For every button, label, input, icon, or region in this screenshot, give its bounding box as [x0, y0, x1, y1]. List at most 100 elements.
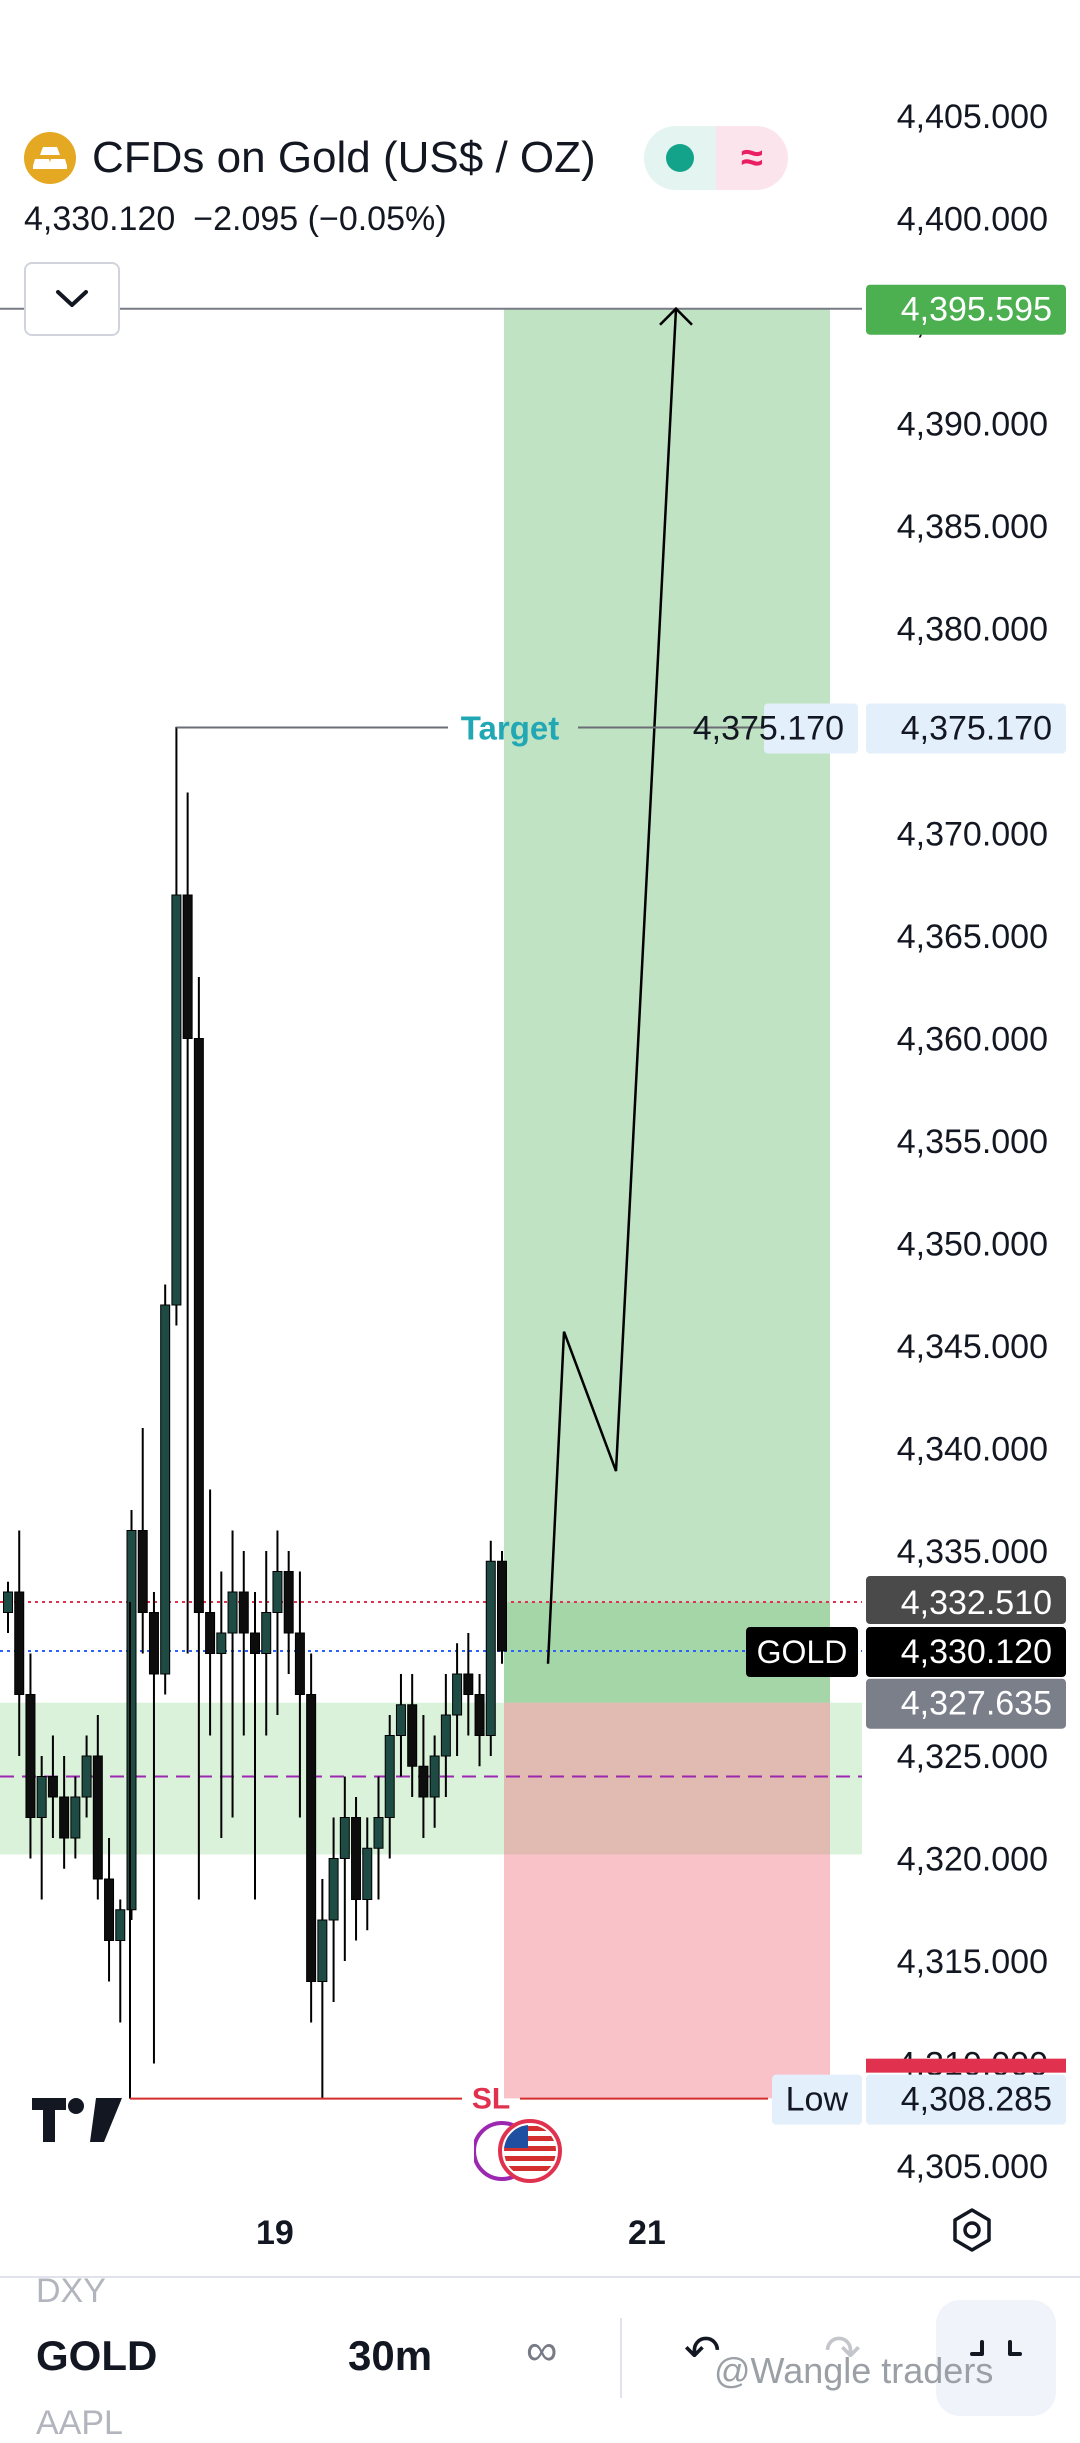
low-value-bg [866, 2074, 1066, 2125]
candle-body [148, 1612, 159, 1675]
y-tick-label: 4,400.000 [897, 201, 1048, 239]
y-tick-label: 4,325.000 [897, 1738, 1048, 1776]
fullscreen-icon [970, 2340, 1022, 2356]
candle-body [104, 1878, 115, 1941]
candle-body [463, 1673, 474, 1695]
gold-bars-icon [24, 132, 76, 184]
candle-body [92, 1755, 103, 1880]
lower-price-label: 4,327.635 [901, 1685, 1052, 1723]
high-tag: 4,375.170 [693, 710, 844, 748]
symbol-header[interactable]: CFDs on Gold (US$ / OZ) [24, 132, 596, 184]
price-labels: 4,395.595 4,375.170 4,375.170 4,332.510 GOLD… [693, 284, 1066, 2125]
candle-body [25, 1694, 36, 1818]
candle-body [283, 1571, 294, 1634]
y-tick-label: 4,320.000 [897, 1841, 1048, 1879]
profit-zone [504, 308, 830, 1703]
y-tick-label: 4,405.000 [897, 98, 1048, 136]
y-tick-label: 4,380.000 [897, 611, 1048, 649]
symbol-tag-bg [746, 1627, 858, 1678]
upper-price-bg [866, 1576, 1066, 1625]
symbol-selector[interactable]: GOLD [36, 2332, 158, 2379]
candle-body [205, 1612, 216, 1654]
candle-body [70, 1796, 81, 1839]
high-tag-bg [764, 703, 858, 754]
upper-price-label: 4,332.510 [901, 1584, 1052, 1622]
symbol-tag: GOLD [757, 1634, 848, 1670]
candle-body [272, 1571, 283, 1613]
fullscreen-button[interactable] [936, 2300, 1056, 2416]
y-tick-label: 4,355.000 [897, 1123, 1048, 1161]
candle-body [238, 1591, 249, 1634]
y-tick-label: 4,315.000 [897, 1943, 1048, 1981]
take-profit-label-bg [866, 284, 1066, 335]
candle-body [216, 1632, 227, 1654]
toolbar-divider [620, 2318, 622, 2398]
y-tick-label: 4,365.000 [897, 918, 1048, 956]
projection-zigzag [546, 308, 678, 1664]
candle-body [317, 1919, 328, 1982]
high-value-bg [866, 703, 1066, 754]
stop-zone [504, 1702, 830, 2099]
watchlist-prev-symbol[interactable]: DXY [36, 2272, 106, 2310]
candle-body [328, 1858, 339, 1921]
candle-body [3, 1591, 13, 1613]
projection-arrowhead [659, 306, 693, 326]
compare-icon[interactable]: ∞ [526, 2326, 558, 2375]
price-change: −2.095 (−0.05%) [193, 200, 447, 238]
target-label: Target [461, 710, 559, 747]
position-zones [0, 308, 862, 2099]
candle-body [497, 1560, 507, 1652]
candle-body [362, 1847, 373, 1900]
low-tag-bg [772, 2074, 862, 2125]
candle-body [250, 1632, 260, 1654]
sl-label: SL [472, 2083, 510, 2116]
interval-selector[interactable]: 30m [348, 2332, 433, 2379]
zone-overlap [504, 1702, 830, 1855]
price-axis[interactable]: 4,305.0004,310.0004,315.0004,320.0004,32… [897, 98, 1048, 2186]
projection-path [546, 306, 693, 1664]
candle-body [160, 1304, 171, 1675]
y-tick-label: 4,340.000 [897, 1431, 1048, 1469]
candle-body [429, 1755, 440, 1798]
candle-body [182, 894, 193, 1039]
x-tick-19: 19 [256, 2214, 294, 2252]
quote-line: 4,330.120 −2.095 (−0.05%) [24, 200, 465, 239]
candle-body [126, 1530, 137, 1911]
y-tick-label: 4,335.000 [897, 1533, 1048, 1571]
candle-body [440, 1714, 451, 1757]
high-value: 4,375.170 [901, 710, 1052, 748]
lower-price-bg [866, 1678, 1066, 1729]
market-open-icon[interactable] [644, 126, 716, 190]
candle-body [339, 1817, 350, 1859]
candle-body [115, 1909, 126, 1941]
stop-marker [866, 2058, 1066, 2073]
candle-body [14, 1591, 25, 1695]
collapse-button[interactable] [24, 262, 120, 336]
low-tag: Low [786, 2081, 849, 2119]
undo-icon[interactable]: ↶ [684, 2327, 721, 2376]
candle-body [384, 1735, 395, 1818]
watchlist-next-symbol[interactable]: AAPL [36, 2404, 123, 2442]
candle-body [171, 894, 182, 1306]
y-tick-label: 4,345.000 [897, 1328, 1048, 1366]
current-price-bg [866, 1627, 1066, 1678]
tradingview-logo-icon [32, 2098, 124, 2149]
candle-body [294, 1632, 305, 1695]
status-badges[interactable]: ≈ [644, 126, 788, 190]
candles [3, 726, 507, 2099]
candle-body [485, 1560, 496, 1736]
redo-icon[interactable]: ↷ [824, 2327, 861, 2376]
candle-body [452, 1673, 463, 1716]
y-tick-label: 4,385.000 [897, 508, 1048, 546]
chart-settings-icon[interactable] [948, 2206, 996, 2254]
watermark-text: @Wangle traders [714, 2350, 994, 2391]
candle-body [474, 1694, 485, 1736]
symbol-title: CFDs on Gold (US$ / OZ) [92, 133, 596, 182]
y-tick-label: 4,305.000 [897, 2148, 1048, 2186]
candle-body [193, 1038, 204, 1613]
data-delay-icon[interactable]: ≈ [716, 126, 788, 190]
bottom-toolbar: DXY GOLD AAPL 30m ∞ ↶ ↷ [0, 2272, 1080, 2442]
us-flag-event-icon[interactable] [472, 2116, 564, 2186]
candle-body [418, 1765, 429, 1798]
